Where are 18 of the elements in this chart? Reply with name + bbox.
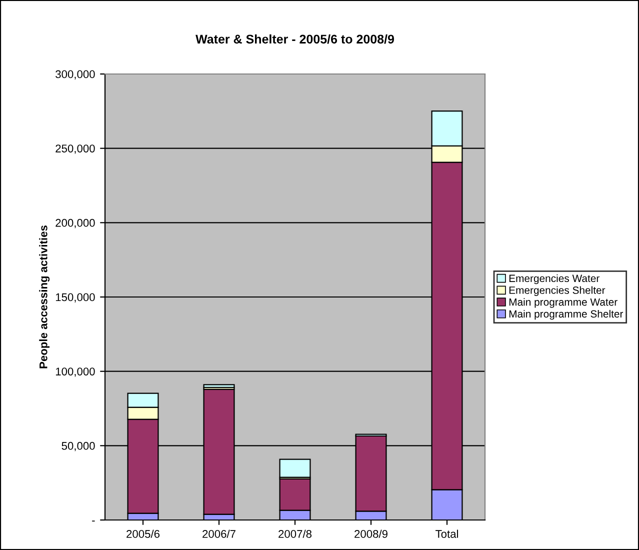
x-tick-label: 2005/6 bbox=[126, 530, 160, 538]
y-tick-label: 100,000 bbox=[56, 368, 95, 377]
y-tick-label: 200,000 bbox=[56, 218, 95, 228]
x-tick-label: 2006/7 bbox=[202, 530, 236, 538]
y-axis-title: People accessing activities bbox=[39, 226, 50, 368]
chart-title: Water & Shelter - 2005/6 to 2008/9 bbox=[196, 34, 394, 44]
y-tick-label: 150,000 bbox=[56, 293, 95, 302]
legend-label: Emergencies Water bbox=[509, 274, 600, 284]
legend-label: Main programme Shelter bbox=[509, 310, 624, 320]
x-tick-label: 2008/9 bbox=[354, 530, 388, 538]
x-tick-label: Total bbox=[436, 530, 458, 538]
y-tick-label: 300,000 bbox=[56, 70, 95, 80]
x-tick-label: 2007/8 bbox=[278, 530, 312, 538]
legend-label: Emergencies Shelter bbox=[509, 286, 606, 296]
legend-label: Main programme Water bbox=[509, 298, 618, 308]
y-tick-label: 50,000 bbox=[62, 442, 95, 452]
y-tick-label: - bbox=[92, 520, 95, 522]
y-tick-label: 250,000 bbox=[56, 144, 95, 154]
